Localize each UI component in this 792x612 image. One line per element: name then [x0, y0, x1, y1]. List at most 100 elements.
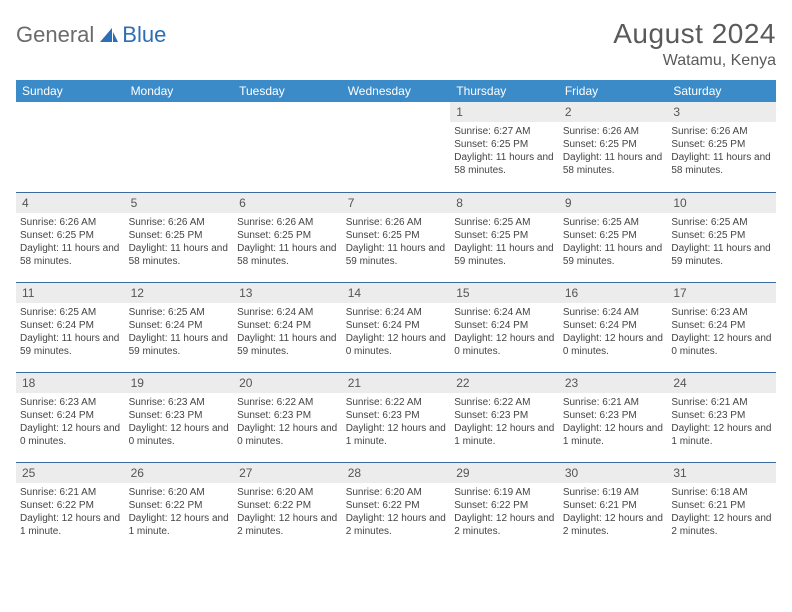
- sunrise-text: Sunrise: 6:18 AM: [671, 486, 772, 499]
- day-cell: 25Sunrise: 6:21 AMSunset: 6:22 PMDayligh…: [16, 462, 125, 552]
- day-info: Sunrise: 6:25 AMSunset: 6:24 PMDaylight:…: [16, 303, 125, 362]
- daylight-text: Daylight: 11 hours and 59 minutes.: [346, 242, 447, 268]
- sunset-text: Sunset: 6:25 PM: [671, 229, 772, 242]
- sunrise-text: Sunrise: 6:20 AM: [129, 486, 230, 499]
- sunrise-text: Sunrise: 6:25 AM: [129, 306, 230, 319]
- sunrise-text: Sunrise: 6:21 AM: [563, 396, 664, 409]
- day-number: 4: [16, 193, 125, 213]
- sunset-text: Sunset: 6:21 PM: [563, 499, 664, 512]
- day-header: Tuesday: [233, 80, 342, 102]
- sunset-text: Sunset: 6:24 PM: [20, 409, 121, 422]
- day-cell: 9Sunrise: 6:25 AMSunset: 6:25 PMDaylight…: [559, 192, 668, 282]
- day-cell: [16, 102, 125, 192]
- day-cell: 10Sunrise: 6:25 AMSunset: 6:25 PMDayligh…: [667, 192, 776, 282]
- sunset-text: Sunset: 6:24 PM: [237, 319, 338, 332]
- day-info: Sunrise: 6:21 AMSunset: 6:23 PMDaylight:…: [559, 393, 668, 452]
- sunset-text: Sunset: 6:22 PM: [346, 499, 447, 512]
- day-number: 23: [559, 373, 668, 393]
- day-info: Sunrise: 6:26 AMSunset: 6:25 PMDaylight:…: [667, 122, 776, 181]
- day-cell: 13Sunrise: 6:24 AMSunset: 6:24 PMDayligh…: [233, 282, 342, 372]
- day-info: Sunrise: 6:26 AMSunset: 6:25 PMDaylight:…: [233, 213, 342, 272]
- week-row: 11Sunrise: 6:25 AMSunset: 6:24 PMDayligh…: [16, 282, 776, 372]
- sunset-text: Sunset: 6:24 PM: [346, 319, 447, 332]
- sunrise-text: Sunrise: 6:19 AM: [454, 486, 555, 499]
- day-number: 11: [16, 283, 125, 303]
- day-header: Monday: [125, 80, 234, 102]
- day-info: Sunrise: 6:22 AMSunset: 6:23 PMDaylight:…: [233, 393, 342, 452]
- day-info: Sunrise: 6:24 AMSunset: 6:24 PMDaylight:…: [342, 303, 451, 362]
- sunrise-text: Sunrise: 6:26 AM: [563, 125, 664, 138]
- day-cell: 4Sunrise: 6:26 AMSunset: 6:25 PMDaylight…: [16, 192, 125, 282]
- day-header: Thursday: [450, 80, 559, 102]
- daylight-text: Daylight: 11 hours and 59 minutes.: [20, 332, 121, 358]
- daylight-text: Daylight: 11 hours and 59 minutes.: [129, 332, 230, 358]
- day-info: Sunrise: 6:21 AMSunset: 6:23 PMDaylight:…: [667, 393, 776, 452]
- day-number: 18: [16, 373, 125, 393]
- day-cell: 12Sunrise: 6:25 AMSunset: 6:24 PMDayligh…: [125, 282, 234, 372]
- daylight-text: Daylight: 11 hours and 58 minutes.: [129, 242, 230, 268]
- day-header: Friday: [559, 80, 668, 102]
- day-number: 8: [450, 193, 559, 213]
- day-cell: 24Sunrise: 6:21 AMSunset: 6:23 PMDayligh…: [667, 372, 776, 462]
- sunrise-text: Sunrise: 6:26 AM: [129, 216, 230, 229]
- day-number: 10: [667, 193, 776, 213]
- day-number: 19: [125, 373, 234, 393]
- sunrise-text: Sunrise: 6:27 AM: [454, 125, 555, 138]
- daylight-text: Daylight: 12 hours and 0 minutes.: [20, 422, 121, 448]
- day-cell: 17Sunrise: 6:23 AMSunset: 6:24 PMDayligh…: [667, 282, 776, 372]
- sunrise-text: Sunrise: 6:26 AM: [671, 125, 772, 138]
- day-info: Sunrise: 6:20 AMSunset: 6:22 PMDaylight:…: [125, 483, 234, 542]
- day-cell: 11Sunrise: 6:25 AMSunset: 6:24 PMDayligh…: [16, 282, 125, 372]
- day-cell: [125, 102, 234, 192]
- day-header: Saturday: [667, 80, 776, 102]
- daylight-text: Daylight: 12 hours and 2 minutes.: [454, 512, 555, 538]
- sunrise-text: Sunrise: 6:20 AM: [237, 486, 338, 499]
- sunset-text: Sunset: 6:23 PM: [563, 409, 664, 422]
- day-number: 7: [342, 193, 451, 213]
- daylight-text: Daylight: 11 hours and 59 minutes.: [454, 242, 555, 268]
- day-cell: 20Sunrise: 6:22 AMSunset: 6:23 PMDayligh…: [233, 372, 342, 462]
- day-cell: 21Sunrise: 6:22 AMSunset: 6:23 PMDayligh…: [342, 372, 451, 462]
- daylight-text: Daylight: 12 hours and 1 minute.: [671, 422, 772, 448]
- sail-icon: [98, 26, 120, 44]
- sunrise-text: Sunrise: 6:22 AM: [454, 396, 555, 409]
- sunrise-text: Sunrise: 6:25 AM: [20, 306, 121, 319]
- sunset-text: Sunset: 6:24 PM: [563, 319, 664, 332]
- sunrise-text: Sunrise: 6:26 AM: [346, 216, 447, 229]
- week-row: 1Sunrise: 6:27 AMSunset: 6:25 PMDaylight…: [16, 102, 776, 192]
- daylight-text: Daylight: 12 hours and 1 minute.: [563, 422, 664, 448]
- day-info: Sunrise: 6:26 AMSunset: 6:25 PMDaylight:…: [559, 122, 668, 181]
- day-info: Sunrise: 6:27 AMSunset: 6:25 PMDaylight:…: [450, 122, 559, 181]
- title-block: August 2024 Watamu, Kenya: [613, 18, 776, 70]
- day-cell: 23Sunrise: 6:21 AMSunset: 6:23 PMDayligh…: [559, 372, 668, 462]
- day-info: Sunrise: 6:20 AMSunset: 6:22 PMDaylight:…: [233, 483, 342, 542]
- sunset-text: Sunset: 6:23 PM: [671, 409, 772, 422]
- day-info: Sunrise: 6:25 AMSunset: 6:25 PMDaylight:…: [559, 213, 668, 272]
- sunrise-text: Sunrise: 6:24 AM: [237, 306, 338, 319]
- daylight-text: Daylight: 12 hours and 2 minutes.: [671, 512, 772, 538]
- day-cell: 14Sunrise: 6:24 AMSunset: 6:24 PMDayligh…: [342, 282, 451, 372]
- sunset-text: Sunset: 6:23 PM: [237, 409, 338, 422]
- day-number: 12: [125, 283, 234, 303]
- sunrise-text: Sunrise: 6:23 AM: [129, 396, 230, 409]
- daylight-text: Daylight: 11 hours and 59 minutes.: [563, 242, 664, 268]
- day-info: Sunrise: 6:23 AMSunset: 6:24 PMDaylight:…: [667, 303, 776, 362]
- day-number: 13: [233, 283, 342, 303]
- day-info: Sunrise: 6:21 AMSunset: 6:22 PMDaylight:…: [16, 483, 125, 542]
- sunrise-text: Sunrise: 6:25 AM: [563, 216, 664, 229]
- sunset-text: Sunset: 6:22 PM: [237, 499, 338, 512]
- sunset-text: Sunset: 6:23 PM: [129, 409, 230, 422]
- day-number: 5: [125, 193, 234, 213]
- day-number: 17: [667, 283, 776, 303]
- location-label: Watamu, Kenya: [613, 52, 776, 70]
- day-info: Sunrise: 6:18 AMSunset: 6:21 PMDaylight:…: [667, 483, 776, 542]
- day-cell: 3Sunrise: 6:26 AMSunset: 6:25 PMDaylight…: [667, 102, 776, 192]
- sunset-text: Sunset: 6:22 PM: [454, 499, 555, 512]
- day-header-row: Sunday Monday Tuesday Wednesday Thursday…: [16, 80, 776, 102]
- daylight-text: Daylight: 11 hours and 58 minutes.: [563, 151, 664, 177]
- daylight-text: Daylight: 12 hours and 2 minutes.: [237, 512, 338, 538]
- week-row: 25Sunrise: 6:21 AMSunset: 6:22 PMDayligh…: [16, 462, 776, 552]
- day-info: Sunrise: 6:20 AMSunset: 6:22 PMDaylight:…: [342, 483, 451, 542]
- day-cell: 31Sunrise: 6:18 AMSunset: 6:21 PMDayligh…: [667, 462, 776, 552]
- sunset-text: Sunset: 6:24 PM: [20, 319, 121, 332]
